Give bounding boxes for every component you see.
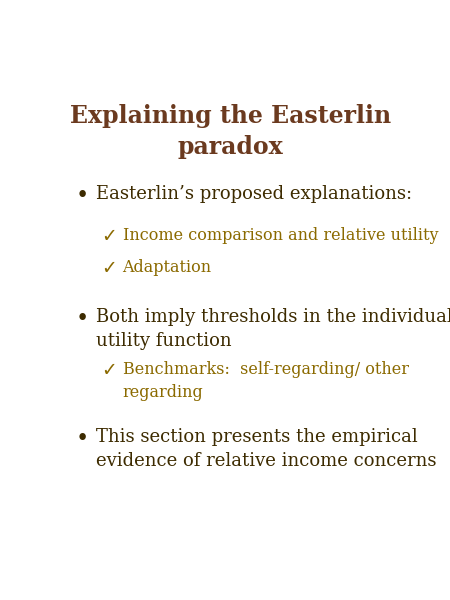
- Text: Income comparison and relative utility: Income comparison and relative utility: [122, 227, 438, 244]
- Text: Explaining the Easterlin
paradox: Explaining the Easterlin paradox: [70, 104, 391, 159]
- Text: ✓: ✓: [102, 227, 117, 246]
- Text: Both imply thresholds in the individual
utility function: Both imply thresholds in the individual …: [96, 308, 450, 350]
- Text: •: •: [76, 185, 89, 207]
- Text: ✓: ✓: [102, 259, 117, 278]
- Text: Easterlin’s proposed explanations:: Easterlin’s proposed explanations:: [96, 185, 413, 203]
- Text: Adaptation: Adaptation: [122, 259, 212, 276]
- Text: This section presents the empirical
evidence of relative income concerns: This section presents the empirical evid…: [96, 428, 437, 470]
- Text: Benchmarks:  self-regarding/ other
regarding: Benchmarks: self-regarding/ other regard…: [122, 361, 409, 401]
- Text: ✓: ✓: [102, 361, 117, 380]
- Text: •: •: [76, 308, 89, 329]
- Text: •: •: [76, 428, 89, 450]
